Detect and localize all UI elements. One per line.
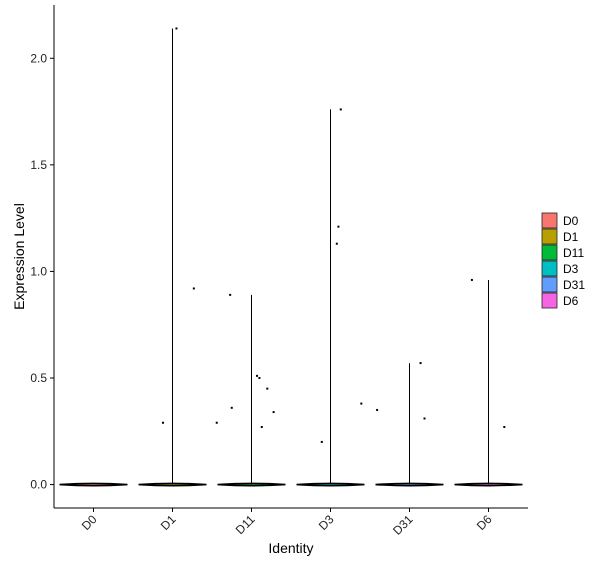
legend-item-d6: D6 (541, 292, 579, 309)
x-tick-label-d0: D0 (79, 512, 100, 533)
violin-layer (59, 28, 523, 487)
y-tick-label: 2.0 (30, 51, 47, 65)
y-axis-ticks: 0.0 0.5 1.0 1.5 2.0 (30, 51, 54, 492)
legend-item-d3: D3 (541, 260, 579, 277)
data-point (272, 411, 275, 414)
violin-d3 (296, 109, 365, 487)
x-tick-label-d11: D11 (233, 512, 258, 537)
legend-item-d11: D11 (541, 244, 584, 261)
y-tick-label: 1.0 (30, 264, 47, 278)
legend-label: D0 (563, 214, 579, 228)
data-point (192, 287, 195, 290)
x-tick-label-d3: D3 (316, 512, 337, 533)
legend-item-d1: D1 (541, 228, 579, 245)
violin-body (59, 482, 128, 487)
x-axis-ticks: D0 D1 D11 D3 D31 D6 (79, 508, 495, 538)
y-tick-label: 1.5 (30, 158, 47, 172)
x-tick-label-d1: D1 (158, 512, 179, 533)
data-point (229, 293, 232, 296)
data-point (503, 426, 506, 429)
legend-key (541, 260, 558, 277)
points-layer (162, 27, 506, 443)
legend-label: D11 (563, 246, 584, 260)
data-point (470, 278, 473, 281)
data-point (320, 440, 323, 443)
data-point (339, 108, 342, 111)
data-point (419, 362, 422, 365)
violin-d1 (138, 28, 207, 487)
legend-key (541, 228, 558, 245)
violin-d6 (454, 279, 523, 487)
data-point (258, 376, 261, 379)
legend-key (541, 212, 558, 229)
x-tick-label-d6: D6 (474, 512, 495, 533)
x-axis-title: Identity (268, 540, 313, 556)
legend-item-d31: D31 (541, 276, 585, 293)
legend-key (541, 244, 558, 261)
legend-label: D31 (563, 278, 585, 292)
legend-label: D3 (563, 262, 579, 276)
legend: D0 D1 D11 D3 D31 D6 (541, 212, 585, 309)
legend-key (541, 276, 558, 293)
y-tick-label: 0.0 (30, 478, 47, 492)
data-point (266, 387, 269, 390)
data-point (175, 27, 178, 30)
y-tick-label: 0.5 (30, 371, 47, 385)
legend-label: D1 (563, 230, 579, 244)
data-point (376, 408, 379, 411)
data-point (337, 225, 340, 228)
violin-d11 (217, 294, 286, 487)
data-point (260, 426, 263, 429)
data-point (335, 242, 338, 245)
data-point (215, 421, 218, 424)
data-point (230, 406, 233, 409)
legend-item-d0: D0 (541, 212, 579, 229)
data-point (423, 417, 426, 420)
x-tick-label-d31: D31 (390, 512, 416, 538)
data-point (162, 421, 165, 424)
y-axis-title: Expression Level (11, 203, 27, 310)
violin-d31 (375, 363, 444, 487)
data-point (360, 402, 363, 405)
violin-d0 (59, 482, 128, 487)
legend-key (541, 292, 558, 309)
data-point (256, 374, 259, 377)
legend-label: D6 (563, 294, 579, 308)
